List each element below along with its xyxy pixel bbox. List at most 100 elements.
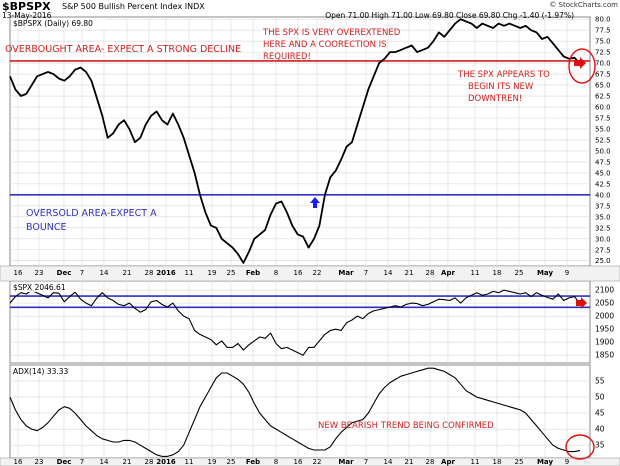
x-tick-label-0-2: Dec: [57, 269, 72, 277]
x-tick-label-1-2: Dec: [57, 458, 72, 466]
x-tick-label-1-17: 14: [384, 458, 393, 466]
y-tick-label-0-2: 30.0: [595, 235, 611, 243]
x-tick-label-1-20: Apr: [441, 458, 455, 466]
x-tick-label-0-20: Apr: [441, 269, 455, 277]
series-line-1: [9, 289, 581, 356]
y-tick-label-0-5: 37.5: [595, 202, 611, 210]
y-tick-label-2-2: 45: [595, 409, 605, 418]
y-tick-label-0-11: 52.5: [595, 136, 611, 144]
x-tick-label-0-19: 28: [426, 269, 435, 277]
x-tick-label-1-18: 21: [405, 458, 414, 466]
y-tick-label-1-3: 2000: [595, 312, 614, 321]
overextended-annotation: THE SPX IS VERY OVEREXTENED HERE AND A C…: [263, 27, 400, 63]
panel-frame-2: [9, 364, 591, 459]
downtrend-line-1: THE SPX APPEARS TO: [458, 70, 550, 80]
date-strip-0: [0, 265, 620, 282]
x-tick-label-0-17: 14: [384, 269, 393, 277]
y-tick-label-0-8: 45.0: [595, 169, 611, 177]
series-line-0: [9, 18, 581, 264]
chart-date: 13-May-2016: [2, 11, 52, 20]
y-tick-label-1-1: 1900: [595, 338, 614, 347]
chart-series: [9, 18, 581, 457]
right-arrow-icon-mid: [576, 297, 587, 309]
x-tick-label-1-12: 8: [274, 458, 278, 466]
x-tick-label-1-22: 18: [493, 458, 502, 466]
y-tick-label-0-22: 80.0: [595, 16, 611, 24]
y-tick-label-1-0: 1850: [595, 351, 614, 360]
x-tick-label-0-25: 9: [565, 269, 569, 277]
x-tick-label-1-19: 28: [426, 458, 435, 466]
x-tick-label-1-11: Feb: [246, 458, 260, 466]
panel-frame-1: [9, 280, 591, 364]
x-tick-label-0-9: 19: [208, 269, 217, 277]
legend-2: ADX(14) 33.33: [13, 367, 69, 376]
y-tick-label-2-1: 40: [595, 425, 605, 434]
y-tick-label-0-10: 50.0: [595, 147, 611, 155]
ohlc-readout: Open 71.00 High 71.00 Low 69.80 Close 69…: [325, 11, 574, 20]
y-tick-label-0-0: 25.0: [595, 257, 611, 265]
overextended-line-3: REQUIRED!: [263, 52, 311, 62]
x-tick-label-1-14: 22: [313, 458, 322, 466]
y-tick-label-0-13: 57.5: [595, 115, 611, 123]
x-tick-label-0-11: Feb: [246, 269, 260, 277]
x-tick-label-1-1: 23: [35, 458, 44, 466]
legend-bg-2: [11, 366, 81, 376]
overbought-annotation: OVERBOUGHT AREA- EXPECT A STRONG DECLINE: [5, 44, 242, 55]
y-tick-label-0-1: 27.5: [595, 246, 611, 254]
y-tick-label-0-18: 70.0: [595, 60, 611, 68]
oversold-annotation: OVERSOLD AREA-EXPECT A BOUNCE: [26, 207, 157, 235]
overextended-line-1: THE SPX IS VERY OVEREXTENED: [263, 28, 401, 38]
x-tick-label-0-12: 8: [274, 269, 278, 277]
chart-axes: 25.0 27.5 30.0 32.5 35.0 37.5 40.0 42.5 45.0 47.5…: [11, 16, 614, 466]
downtrend-line-3: DOWNTREN!: [468, 94, 523, 104]
x-tick-label-0-10: 25: [227, 269, 236, 277]
chart-subtitle: S&P 500 Bullish Percent Index INDX: [62, 2, 205, 11]
x-tick-label-1-5: 21: [123, 458, 132, 466]
legend-1: $SPX 2046.61: [13, 283, 66, 292]
x-tick-label-1-6: 28: [145, 458, 154, 466]
y-tick-label-0-17: 67.5: [595, 71, 611, 79]
x-tick-label-1-23: 25: [515, 458, 524, 466]
x-tick-label-1-25: 9: [565, 458, 569, 466]
y-tick-label-0-6: 40.0: [595, 191, 611, 199]
x-tick-label-0-13: 16: [294, 269, 303, 277]
downtrend-annotation: THE SPX APPEARS TO BEGIN ITS NEW DOWNTRE…: [458, 69, 550, 105]
y-tick-label-0-20: 75.0: [595, 38, 611, 46]
x-tick-label-1-15: Mar: [338, 458, 354, 466]
y-tick-label-0-14: 60.0: [595, 104, 611, 112]
x-tick-label-0-6: 28: [145, 269, 154, 277]
x-tick-label-0-16: 7: [364, 269, 368, 277]
x-tick-label-1-4: 14: [100, 458, 109, 466]
reference-lines: [10, 60, 590, 309]
y-tick-label-1-5: 2100: [595, 286, 614, 295]
x-tick-label-0-24: May: [537, 269, 553, 277]
legend-0: $BPSPX (Daily) 69.80: [13, 19, 93, 28]
annotation-marks: [310, 48, 596, 460]
y-tick-label-2-4: 55: [595, 377, 605, 386]
y-tick-label-0-12: 55.0: [595, 125, 611, 133]
exchange-label: INDX: [184, 2, 205, 11]
legend-bg-0: [11, 18, 107, 28]
y-tick-label-0-4: 35.0: [595, 213, 611, 221]
x-tick-label-0-1: 23: [35, 269, 44, 277]
y-tick-label-1-4: 2050: [595, 299, 614, 308]
highlight-circle-bottom: [565, 434, 595, 460]
x-tick-label-0-21: 11: [471, 269, 480, 277]
x-tick-label-1-0: 16: [14, 458, 23, 466]
oversold-line-2: BOUNCE: [26, 222, 67, 233]
x-tick-label-1-24: May: [537, 458, 553, 466]
up-arrow-icon: [310, 197, 320, 208]
chart-panels: [0, 16, 620, 466]
x-tick-label-0-4: 14: [100, 269, 109, 277]
x-tick-label-1-7: 2016: [156, 458, 176, 466]
downtrend-line-2: BEGIN ITS NEW: [468, 82, 534, 92]
series-line-2: [9, 367, 581, 457]
x-tick-label-1-8: 11: [185, 458, 194, 466]
x-tick-label-0-8: 11: [185, 269, 194, 277]
y-tick-label-0-3: 32.5: [595, 224, 611, 232]
x-tick-label-0-14: 22: [313, 269, 322, 277]
y-tick-label-1-2: 1950: [595, 325, 614, 334]
chart-grid: [10, 17, 590, 458]
x-tick-label-1-16: 7: [364, 458, 368, 466]
